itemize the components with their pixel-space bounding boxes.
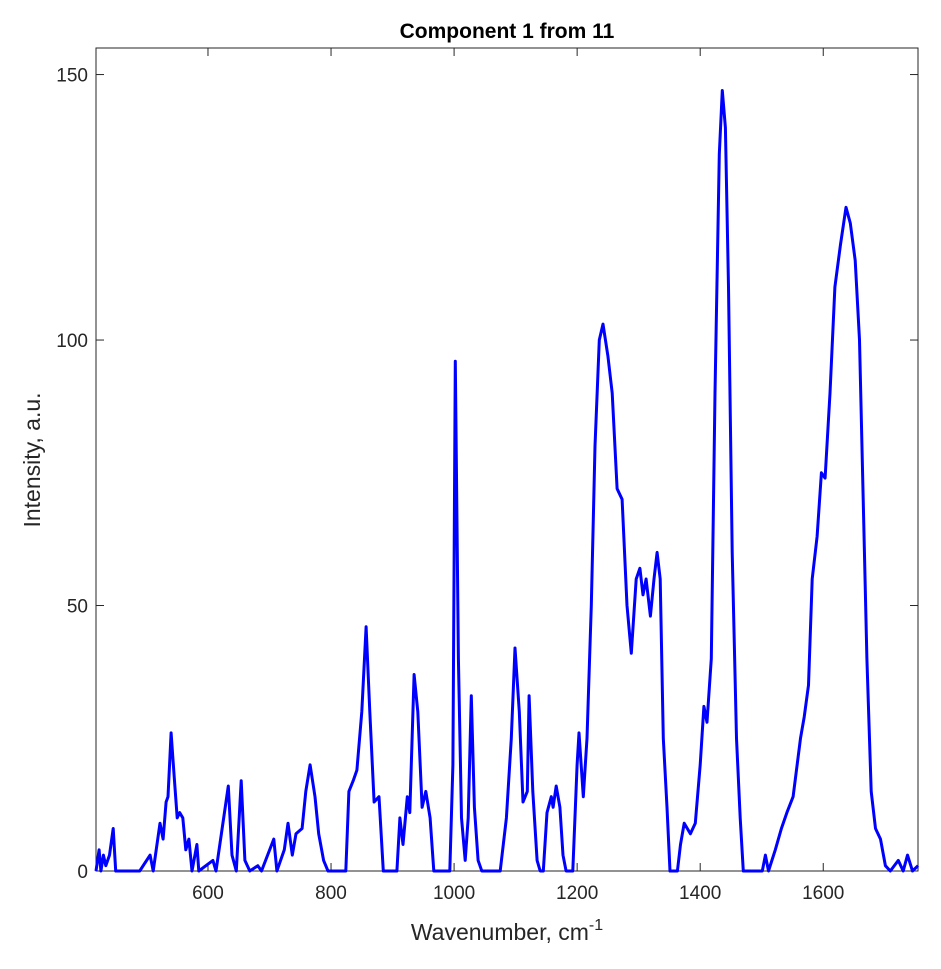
x-tick-label: 1000 (433, 883, 475, 904)
x-tick-label: 1200 (556, 883, 598, 904)
x-tick-label: 800 (315, 883, 347, 904)
x-tick-label: 1400 (679, 883, 721, 904)
y-axis-label: Intensity, a.u. (19, 392, 45, 527)
y-tick-label: 100 (56, 331, 88, 352)
data-line (94, 89, 920, 873)
x-tick-label: 600 (192, 883, 224, 904)
x-label-text: Wavenumber, cm (411, 919, 589, 945)
x-label-superscript: -1 (589, 917, 603, 934)
y-tick-label: 0 (77, 862, 88, 883)
x-tick-label: 1600 (802, 883, 844, 904)
y-tick-label: 50 (67, 597, 88, 618)
chart-title: Component 1 from 11 (400, 20, 615, 43)
y-tick-label: 150 (56, 66, 88, 87)
x-axis-label: Wavenumber, cm-1 (411, 917, 603, 945)
plot-area (95, 47, 919, 872)
